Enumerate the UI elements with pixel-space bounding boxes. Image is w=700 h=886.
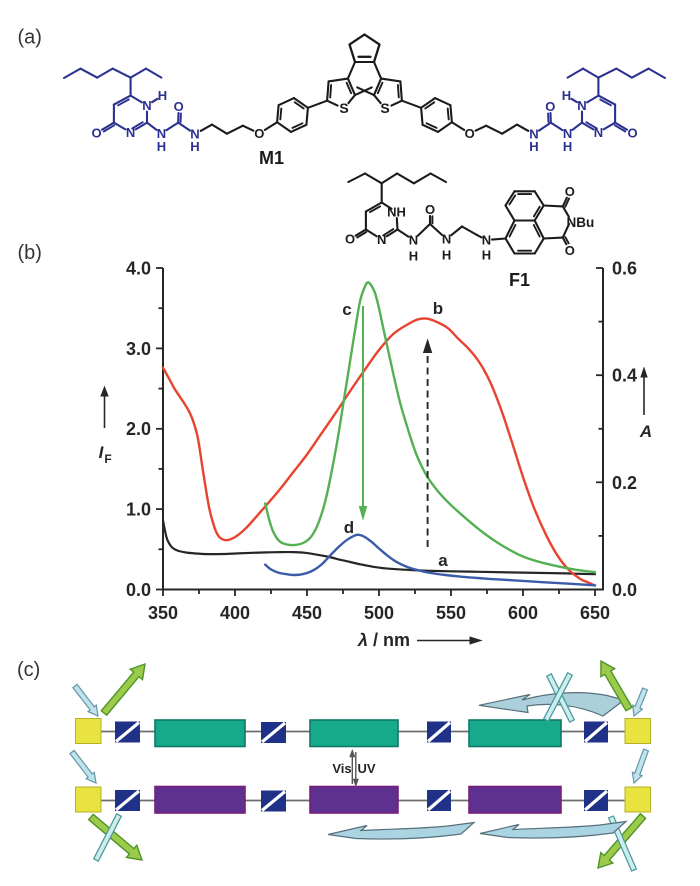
svg-text:O: O bbox=[91, 126, 101, 141]
svg-text:O: O bbox=[254, 126, 264, 141]
svg-text:0.6: 0.6 bbox=[612, 259, 637, 279]
svg-text:Vis: Vis bbox=[332, 761, 351, 776]
svg-text:N: N bbox=[563, 126, 572, 141]
svg-text:0.2: 0.2 bbox=[612, 473, 637, 493]
svg-text:H: H bbox=[157, 139, 166, 154]
svg-text:c: c bbox=[342, 300, 351, 319]
svg-text:N: N bbox=[442, 232, 451, 247]
svg-text:N: N bbox=[482, 233, 491, 248]
svg-text:H: H bbox=[190, 139, 199, 154]
svg-text:d: d bbox=[344, 518, 354, 537]
svg-text:4.0: 4.0 bbox=[126, 259, 151, 279]
svg-text:A: A bbox=[639, 422, 652, 441]
svg-text:I: I bbox=[99, 443, 105, 462]
svg-text:H: H bbox=[409, 249, 418, 264]
svg-text:N: N bbox=[142, 98, 151, 113]
svg-text:N: N bbox=[409, 233, 418, 248]
svg-text:S: S bbox=[380, 100, 389, 116]
svg-text:600: 600 bbox=[508, 603, 538, 623]
svg-text:F: F bbox=[104, 452, 111, 466]
svg-text:400: 400 bbox=[220, 603, 250, 623]
svg-text:M1: M1 bbox=[259, 148, 284, 168]
svg-text:350: 350 bbox=[148, 603, 178, 623]
svg-text:H: H bbox=[158, 88, 167, 103]
svg-text:0.0: 0.0 bbox=[126, 580, 151, 600]
svg-text:O: O bbox=[465, 126, 475, 141]
svg-text:(b): (b) bbox=[18, 242, 42, 264]
svg-text:650: 650 bbox=[580, 603, 610, 623]
svg-text:O: O bbox=[345, 232, 355, 247]
svg-text:b: b bbox=[433, 299, 443, 318]
svg-text:500: 500 bbox=[364, 603, 394, 623]
svg-text:N: N bbox=[529, 127, 538, 142]
svg-text:(a): (a) bbox=[18, 27, 42, 49]
svg-text:F1: F1 bbox=[509, 270, 530, 290]
svg-text:3.0: 3.0 bbox=[126, 339, 151, 359]
svg-text:H: H bbox=[442, 248, 451, 263]
svg-text:a: a bbox=[438, 551, 448, 570]
svg-text:550: 550 bbox=[436, 603, 466, 623]
svg-text:N: N bbox=[157, 126, 166, 141]
svg-text:O: O bbox=[565, 184, 575, 199]
svg-text:O: O bbox=[174, 99, 184, 114]
svg-text:N: N bbox=[377, 232, 386, 247]
svg-text:H: H bbox=[529, 139, 538, 154]
svg-text:450: 450 bbox=[292, 603, 322, 623]
svg-text:0.0: 0.0 bbox=[612, 580, 637, 600]
svg-text:0.4: 0.4 bbox=[612, 366, 637, 386]
svg-text:2.0: 2.0 bbox=[126, 419, 151, 439]
svg-text:(c): (c) bbox=[17, 659, 40, 681]
svg-text:H: H bbox=[563, 139, 572, 154]
svg-text:O: O bbox=[545, 99, 555, 114]
svg-text:O: O bbox=[627, 126, 637, 141]
svg-text:S: S bbox=[339, 100, 348, 116]
svg-text:N: N bbox=[577, 98, 586, 113]
svg-text:UV: UV bbox=[357, 761, 375, 776]
svg-text:N: N bbox=[190, 127, 199, 142]
svg-text:N: N bbox=[126, 125, 135, 140]
svg-text:NBu: NBu bbox=[567, 215, 595, 230]
svg-text:N: N bbox=[594, 125, 603, 140]
svg-text:O: O bbox=[425, 202, 435, 217]
svg-text:1.0: 1.0 bbox=[126, 500, 151, 520]
svg-text:NH: NH bbox=[387, 205, 406, 220]
svg-text:H: H bbox=[482, 248, 491, 263]
svg-text:H: H bbox=[562, 88, 571, 103]
svg-text:O: O bbox=[565, 243, 575, 258]
svg-text:λ / nm: λ / nm bbox=[357, 630, 410, 650]
